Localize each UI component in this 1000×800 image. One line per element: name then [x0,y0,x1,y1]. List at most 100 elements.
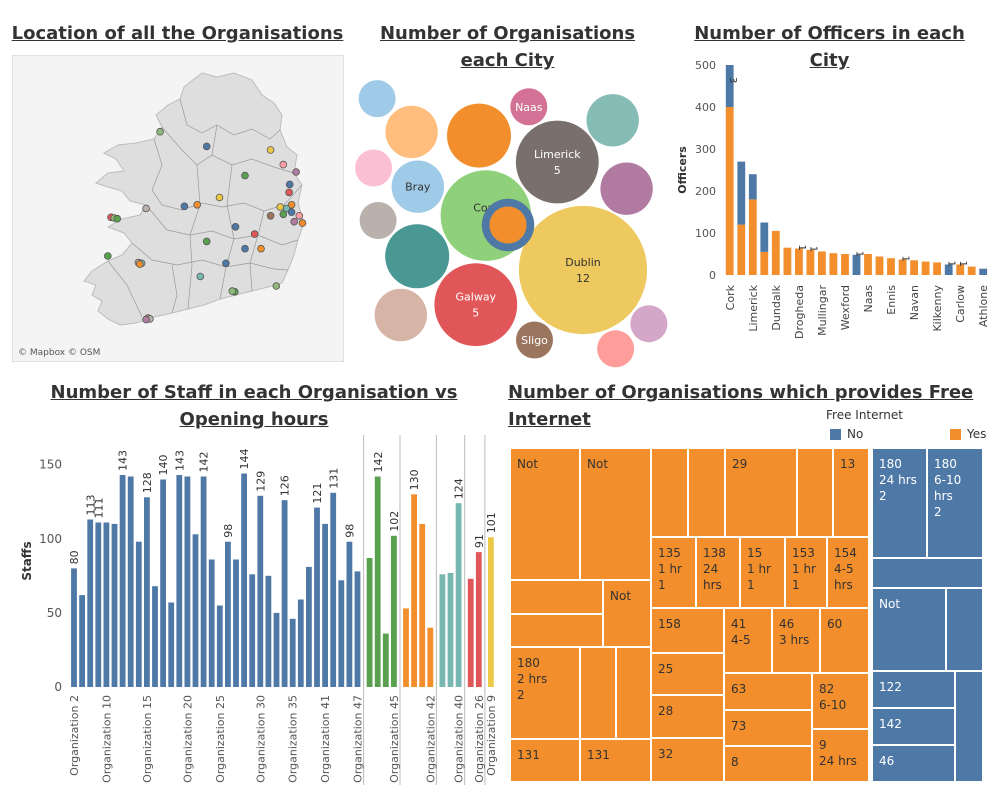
treemap-cell: Not [579,447,652,581]
staff-bar [71,568,77,687]
treemap-label: 1 [792,578,800,592]
bubble-circle [515,120,599,204]
treemap-label: Not [517,457,538,471]
x-tick-label: Carlow [954,285,967,323]
bubble-city [385,105,438,159]
bar-data-label: 140 [157,455,170,476]
bubble-circle [586,94,639,147]
treemap-label: 6-10 [934,473,961,487]
treemap-label: 2 [879,489,887,503]
treemap-label: 2 [934,505,942,519]
map-location-marker [290,217,299,226]
bar-data-label: 3 [727,77,738,83]
treemap-rect [723,672,813,711]
bubble-chart-panel: Dublin12Cork6Limerick5Galway5BraySligoNa… [348,80,668,370]
staff-bar [233,559,239,687]
staff-bar [79,595,85,687]
treemap-label: 46 [779,617,794,631]
x-tick-label: Organization 10 [100,695,113,783]
map-location-marker [113,214,122,223]
staff-bar [314,507,320,687]
staff-chart-panel: 0 50 100 150 Staffs 80 113 111 143 128 140 143 142 98… [15,435,500,785]
ireland-map[interactable] [11,54,345,363]
treemap-rect [954,670,984,783]
treemap-rect [650,694,725,739]
treemap-rect [871,557,984,589]
officer-bar-yes [760,251,769,275]
internet-legend-title: Free Internet [826,408,903,422]
officer-bar-yes [737,224,746,275]
bar-data-label: 1 [807,246,818,252]
officer-bar-yes [967,266,976,275]
bubble-city [358,80,396,118]
map-location-marker [287,201,296,209]
officer-bar-yes [829,253,838,275]
x-tick-label: Athlone [977,285,990,327]
bar-data-label: 113 [84,495,97,516]
treemap-label: 1 hr [792,562,816,576]
bubble-limerick: Limerick 5 [515,120,599,204]
x-tick-label: Organization 47 [352,695,365,783]
bar-data-label: 91 [473,534,486,548]
officers-chart-panel: 0 100 200 300 400 500 Officers Cork Limerick Dund… [672,55,992,365]
bubble-naas: Naas [510,88,548,126]
officers-bar-chart: 0 100 200 300 400 500 Officers Cork Limerick Dund… [676,59,990,339]
y-axis-label: Officers [676,146,689,194]
treemap-cell: 131 [579,738,652,783]
bubble-circle [358,80,396,118]
treemap-label: 158 [658,617,681,631]
officer-bar-yes [725,107,734,275]
treemap-cell: Not [602,579,652,648]
bubble-city [489,206,527,244]
officer-bar-no [737,161,746,225]
staff-bar [249,574,256,687]
treemap-rect [509,447,581,581]
staff-bar [374,476,381,687]
bubble-value: 12 [576,272,590,285]
treemap-cell: 29 [724,447,798,538]
map-location-marker [285,188,293,197]
treemap-rect [871,447,928,559]
treemap-label: 2 hrs [517,672,547,686]
officer-bar-no [944,264,953,275]
treemap-label: 60 [827,617,842,631]
legend-swatch-yes [950,428,961,440]
treemap-label: 3 hrs [779,633,809,647]
officer-bar-yes [795,248,803,275]
staff-bar [281,500,288,687]
county-border [211,124,218,156]
x-tick-label: Organization 41 [319,695,332,783]
staff-bar [455,503,462,687]
x-tick-label: Organization 9 [485,695,498,776]
bubble-circle [518,205,648,335]
treemap-rect [832,447,870,538]
officer-bar-yes [806,249,815,275]
map-panel[interactable]: © Mapbox © OSM [11,54,345,363]
staff-bar [306,566,312,687]
officer-bar-no [852,254,861,275]
treemap-cell [509,579,604,615]
treemap-label: 135 [658,546,681,560]
x-tick-label: Naas [862,285,875,313]
map-location-marker [241,244,249,253]
officer-bar-yes [933,262,941,275]
y-tick-label: 400 [695,101,716,114]
treemap-rect [602,579,652,648]
bar-data-label: 129 [254,471,267,492]
treemap-cell [945,587,984,672]
treemap-rect [650,447,689,538]
treemap-label: hrs [834,578,853,592]
treemap-cell: 46 3 hrs [771,607,821,674]
staff-bar [265,575,272,687]
treemap-rect [871,707,956,746]
officer-bar-no [725,65,734,107]
bar-data-label: 143 [173,450,186,471]
map-location-marker [142,315,150,324]
staff-bar [354,571,361,687]
x-tick-label: Ennis [885,285,898,315]
bar-data-label: 101 [485,512,498,533]
treemap-cell: 15 1 hr 1 [739,536,786,609]
treemap-label: 153 [792,546,815,560]
bar-data-label: 143 [117,450,130,471]
map-location-marker [222,259,230,268]
